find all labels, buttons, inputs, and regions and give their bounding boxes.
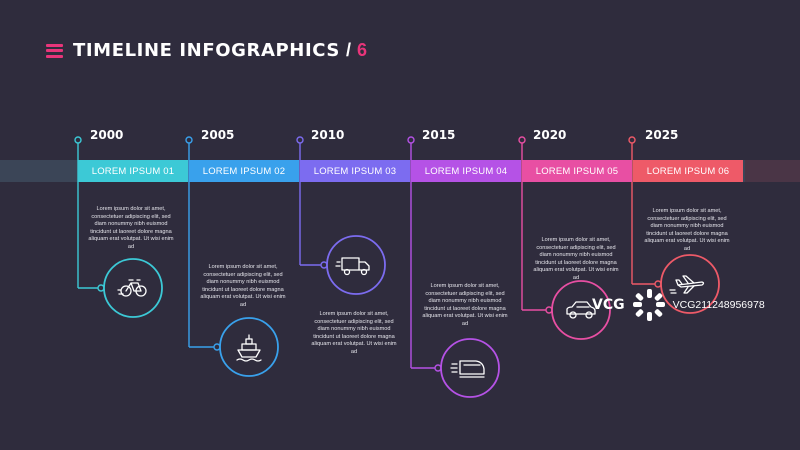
milestone-connector (628, 136, 720, 314)
car-icon (566, 301, 596, 319)
title-separator: / (345, 40, 351, 60)
milestone-year: 2020 (533, 128, 567, 142)
ship-icon (236, 334, 262, 362)
airplane-icon (669, 275, 705, 294)
milestone-description: Lorem ipsum dolor sit amet, consectetuer… (422, 283, 508, 327)
menu-icon (46, 43, 63, 58)
icon-circle (551, 280, 611, 340)
milestone-description: Lorem ipsum dolor sit amet, consectetuer… (311, 311, 397, 355)
header: TIMELINE INFOGRAPHICS / 6 (46, 40, 367, 61)
truck-icon (335, 257, 370, 276)
milestone-label: LOREM IPSUM 01 (78, 160, 188, 182)
connector-dot (518, 136, 526, 144)
connector-dot (185, 136, 193, 144)
title-number: 6 (356, 40, 367, 60)
icon-circle (440, 338, 500, 398)
milestone-connector (74, 136, 163, 318)
milestone-description: Lorem ipsum dolor sit amet, consectetuer… (533, 237, 619, 281)
connector-dot (407, 136, 415, 144)
connector-dot (97, 284, 105, 292)
milestone-connector (407, 136, 500, 398)
page-title: TIMELINE INFOGRAPHICS (73, 40, 340, 61)
watermark-id: VCG211248956978 (672, 299, 765, 311)
connector-dot (74, 136, 82, 144)
milestone-year: 2005 (201, 128, 235, 142)
milestone-label: LOREM IPSUM 03 (300, 160, 410, 182)
milestone-year: 2015 (422, 128, 456, 142)
milestone-label: LOREM IPSUM 06 (633, 160, 743, 182)
watermark: VCG VCG211248956978 (592, 287, 765, 323)
train-icon (450, 360, 485, 378)
milestone-label: LOREM IPSUM 04 (411, 160, 521, 182)
milestone-connector (518, 136, 611, 340)
icon-circle (219, 317, 279, 377)
timeline-band-end (745, 160, 800, 182)
milestone-label: LOREM IPSUM 02 (189, 160, 299, 182)
milestone-year: 2025 (645, 128, 679, 142)
milestone-year: 2000 (90, 128, 124, 142)
watermark-brand: VCG (592, 297, 625, 313)
milestone-description: Lorem ipsum dolor sit amet, consectetuer… (88, 206, 174, 250)
watermark-logo-icon (632, 289, 665, 321)
icon-circle (326, 235, 386, 295)
connector-dot (628, 136, 636, 144)
connector-dot (545, 306, 553, 314)
connector-dot (296, 136, 304, 144)
bicycle-icon (117, 279, 147, 297)
milestone-description: Lorem ipsum dolor sit amet, consectetuer… (200, 264, 286, 308)
milestone-label: LOREM IPSUM 05 (522, 160, 632, 182)
milestone-connector (185, 136, 279, 377)
milestone-description: Lorem ipsum dolor sit amet, consectetuer… (644, 208, 730, 252)
milestone-year: 2010 (311, 128, 345, 142)
